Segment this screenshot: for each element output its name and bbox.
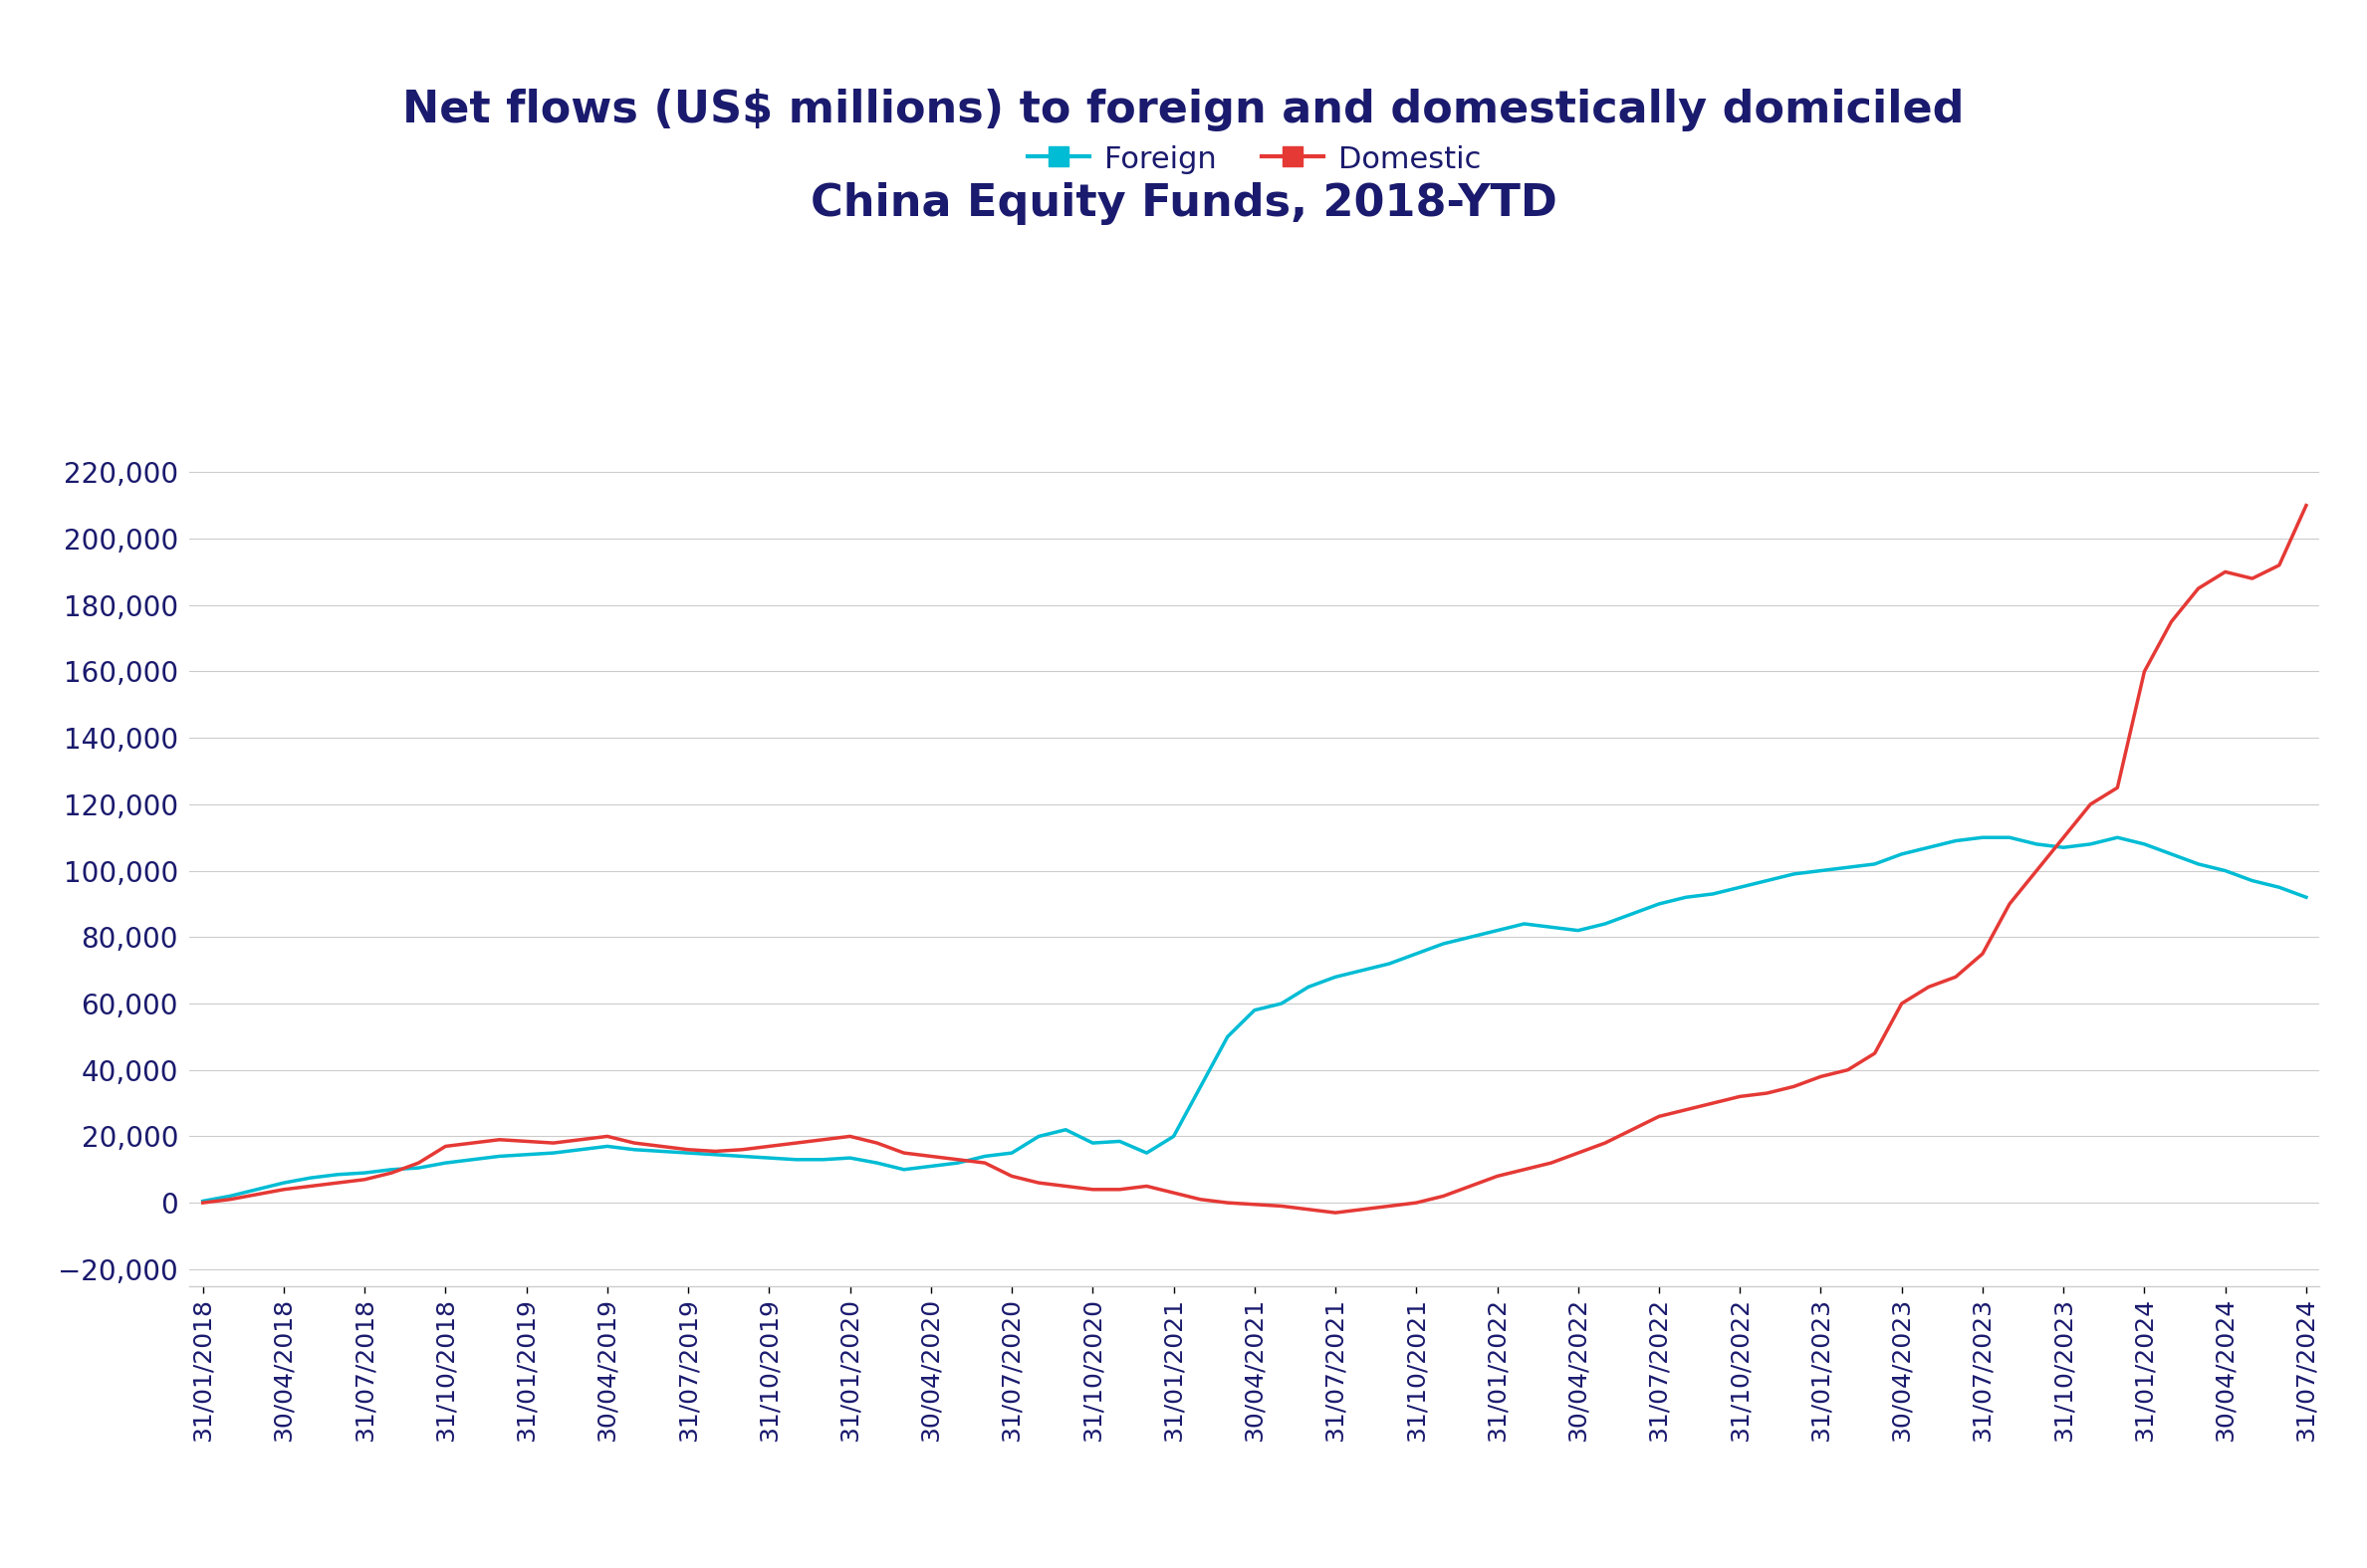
Domestic xyxy=(1430,1187,1458,1206)
Line: Foreign: Foreign xyxy=(204,837,2305,1201)
Domestic xyxy=(1752,1083,1780,1102)
Foreign xyxy=(2291,887,2320,906)
Foreign xyxy=(1051,1120,1079,1138)
Domestic xyxy=(701,1142,729,1160)
Line: Domestic: Domestic xyxy=(204,505,2305,1212)
Foreign xyxy=(1401,944,1430,963)
Domestic xyxy=(1321,1203,1349,1221)
Text: China Equity Funds, 2018-YTD: China Equity Funds, 2018-YTD xyxy=(810,182,1557,226)
Foreign xyxy=(755,1148,783,1167)
Domestic xyxy=(755,1137,783,1156)
Foreign xyxy=(701,1145,729,1163)
Domestic xyxy=(1051,1176,1079,1195)
Text: Net flows (US$ millions) to foreign and domestically domiciled: Net flows (US$ millions) to foreign and … xyxy=(402,88,1965,132)
Foreign xyxy=(189,1192,218,1210)
Foreign xyxy=(1025,1127,1053,1146)
Domestic xyxy=(2291,495,2320,514)
Foreign xyxy=(1969,828,1998,847)
Domestic xyxy=(189,1193,218,1212)
Domestic xyxy=(1025,1173,1053,1192)
Foreign xyxy=(1726,878,1754,897)
Legend: Foreign, Domestic: Foreign, Domestic xyxy=(1015,133,1494,187)
